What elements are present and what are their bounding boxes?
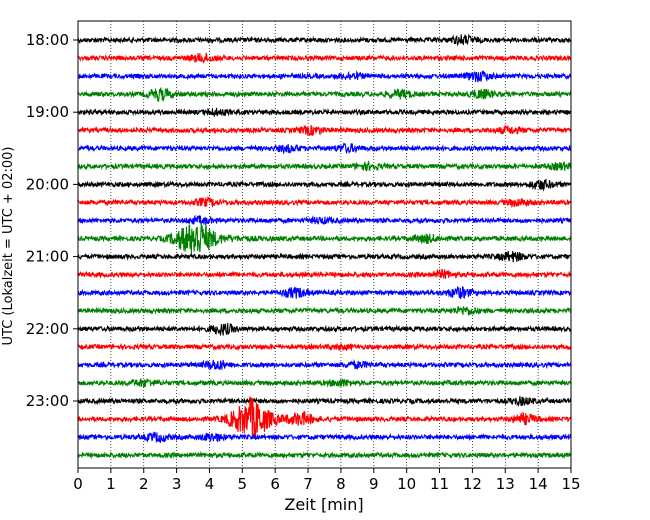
y-tick-label-4: 22:00 bbox=[26, 320, 69, 338]
trace-1915 bbox=[77, 124, 572, 136]
x-tick-label-12: 12 bbox=[463, 475, 482, 493]
x-tick-label-5: 5 bbox=[238, 475, 248, 493]
trace-1845 bbox=[77, 87, 572, 103]
trace-1830 bbox=[77, 70, 572, 83]
trace-2015 bbox=[77, 196, 572, 209]
trace-1945 bbox=[77, 160, 572, 172]
y-tick-label-5: 23:00 bbox=[26, 392, 69, 410]
x-tick-label-8: 8 bbox=[336, 475, 346, 493]
trace-2315 bbox=[77, 396, 572, 437]
trace-2030 bbox=[77, 214, 572, 226]
x-tick-label-6: 6 bbox=[270, 475, 280, 493]
x-axis-label: Zeit [min] bbox=[284, 495, 363, 514]
trace-1800 bbox=[77, 33, 572, 47]
trace-2330 bbox=[77, 431, 572, 444]
x-tick-label-2: 2 bbox=[139, 475, 149, 493]
x-tick-label-3: 3 bbox=[172, 475, 182, 493]
trace-2045 bbox=[77, 222, 572, 255]
x-tick-label-7: 7 bbox=[303, 475, 313, 493]
x-tick-label-0: 0 bbox=[73, 475, 83, 493]
trace-2345 bbox=[77, 450, 572, 460]
y-axis: 18:00 19:00 20:00 21:00 22:00 23:00 bbox=[26, 31, 78, 410]
y-tick-label-0: 18:00 bbox=[26, 31, 69, 49]
trace-2215 bbox=[77, 342, 572, 352]
x-tick-label-10: 10 bbox=[397, 475, 416, 493]
trace-2245 bbox=[77, 377, 572, 388]
trace-group bbox=[77, 33, 572, 460]
y-tick-label-1: 19:00 bbox=[26, 103, 69, 121]
trace-2200 bbox=[77, 322, 572, 336]
x-tick-label-14: 14 bbox=[529, 475, 548, 493]
x-tick-label-9: 9 bbox=[369, 475, 379, 493]
trace-2115 bbox=[77, 268, 572, 279]
trace-2145 bbox=[77, 306, 572, 316]
grid-lines bbox=[110, 21, 539, 468]
trace-1900 bbox=[77, 107, 572, 118]
x-tick-label-15: 15 bbox=[561, 475, 580, 493]
y-tick-label-2: 20:00 bbox=[26, 175, 69, 193]
x-tick-label-1: 1 bbox=[106, 475, 116, 493]
trace-1815 bbox=[77, 52, 572, 64]
trace-2000 bbox=[77, 178, 572, 192]
trace-1930 bbox=[77, 142, 572, 155]
trace-2130 bbox=[77, 286, 572, 300]
plot-frame bbox=[77, 20, 572, 469]
x-tick-label-11: 11 bbox=[430, 475, 449, 493]
x-tick-label-4: 4 bbox=[205, 475, 215, 493]
trace-2230 bbox=[77, 358, 572, 371]
trace-2300 bbox=[77, 396, 572, 408]
y-tick-label-3: 21:00 bbox=[26, 248, 69, 266]
x-axis: 0 1 2 3 4 5 6 7 8 9 10 11 12 13 14 15 bbox=[73, 468, 581, 493]
trace-2100 bbox=[77, 250, 572, 263]
x-tick-label-13: 13 bbox=[496, 475, 515, 493]
y-axis-label: UTC (Lokalzeit = UTC + 02:00) bbox=[1, 147, 16, 346]
